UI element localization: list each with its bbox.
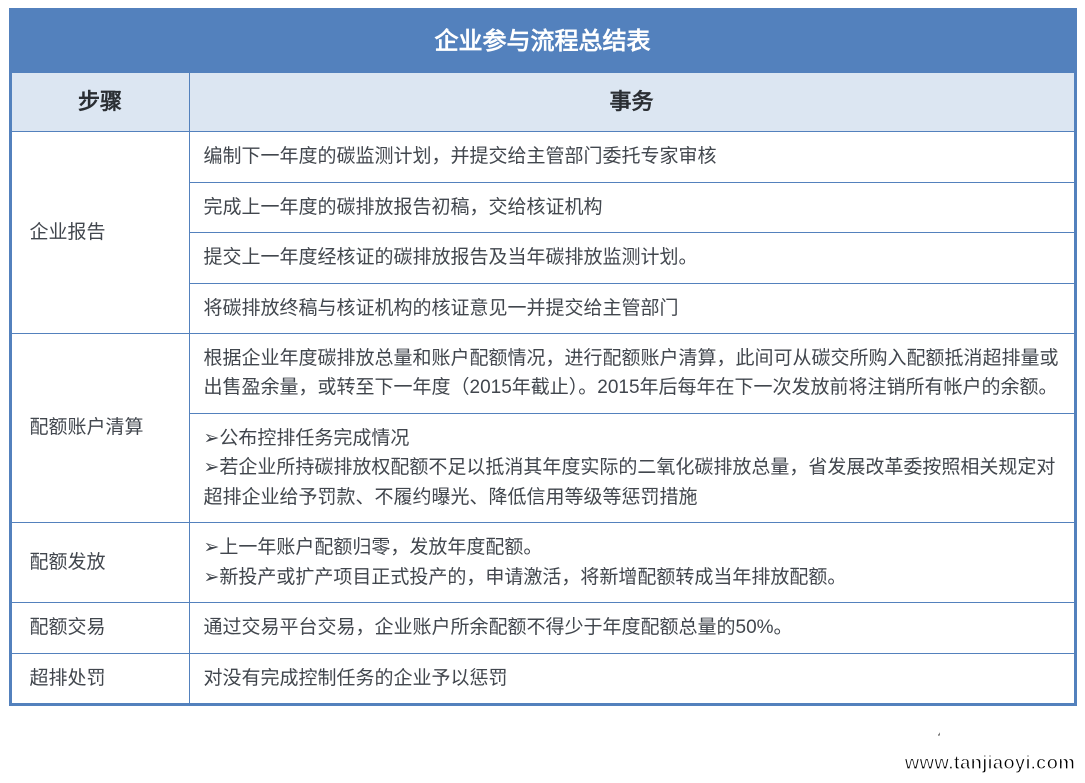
task-cell: 通过交易平台交易，企业账户所余配额不得少于年度配额总量的50%。 [189, 603, 1074, 653]
task-cell: 编制下一年度的碳监测计划，并提交给主管部门委托专家审核 [189, 132, 1074, 182]
table: 企业参与流程总结表 步骤 事务 企业报告 编制下一年度的碳监测计划，并提交给主管… [11, 10, 1075, 704]
task-cell: 根据企业年度碳排放总量和账户配额情况，进行配额账户清算，此间可从碳交所购入配额抵… [189, 334, 1074, 414]
process-summary-table: 企业参与流程总结表 步骤 事务 企业报告 编制下一年度的碳监测计划，并提交给主管… [9, 8, 1077, 706]
task-cell: 提交上一年度经核证的碳排放报告及当年碳排放监测计划。 [189, 233, 1074, 283]
step-cell: 配额发放 [11, 523, 189, 603]
step-cell: 配额交易 [11, 603, 189, 653]
watermark-main: 中国碳交易网 [865, 718, 1075, 752]
table-row: 企业报告 编制下一年度的碳监测计划，并提交给主管部门委托专家审核 [11, 132, 1074, 182]
watermark: 中国碳交易网 www.tanjiaoyi.com [865, 718, 1075, 773]
task-cell: ➢上一年账户配额归零，发放年度配额。➢新投产或扩产项目正式投产的，申请激活，将新… [189, 523, 1074, 603]
table-header-row: 步骤 事务 [11, 73, 1074, 132]
table-row: 配额交易 通过交易平台交易，企业账户所余配额不得少于年度配额总量的50%。 [11, 603, 1074, 653]
table-row: 配额账户清算 根据企业年度碳排放总量和账户配额情况，进行配额账户清算，此间可从碳… [11, 334, 1074, 414]
header-step: 步骤 [11, 73, 189, 132]
step-cell: 企业报告 [11, 132, 189, 334]
table-row: 超排处罚 对没有完成控制任务的企业予以惩罚 [11, 653, 1074, 703]
step-cell: 超排处罚 [11, 653, 189, 703]
task-cell: ➢公布控排任务完成情况➢若企业所持碳排放权配额不足以抵消其年度实际的二氧化碳排放… [189, 413, 1074, 522]
table-title: 企业参与流程总结表 [11, 11, 1074, 73]
header-task: 事务 [189, 73, 1074, 132]
step-cell: 配额账户清算 [11, 334, 189, 523]
table-title-row: 企业参与流程总结表 [11, 11, 1074, 73]
task-cell: 对没有完成控制任务的企业予以惩罚 [189, 653, 1074, 703]
task-cell: 完成上一年度的碳排放报告初稿，交给核证机构 [189, 182, 1074, 232]
watermark-sub: www.tanjiaoyi.com [865, 754, 1075, 773]
table-row: 配额发放 ➢上一年账户配额归零，发放年度配额。➢新投产或扩产项目正式投产的，申请… [11, 523, 1074, 603]
task-cell: 将碳排放终稿与核证机构的核证意见一并提交给主管部门 [189, 283, 1074, 333]
